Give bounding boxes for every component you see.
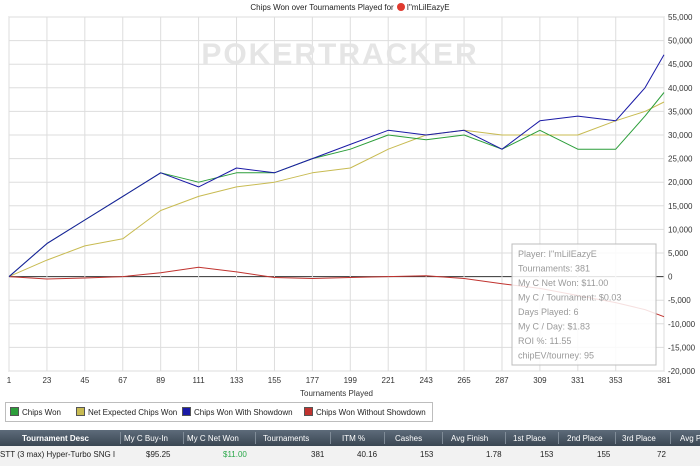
- chart-title: Chips Won over Tournaments Played for I"m…: [0, 3, 700, 12]
- info-box-line: My C Net Won: $11.00: [518, 278, 608, 288]
- y-tick-label: 50,000: [668, 37, 693, 46]
- legend-swatch-with-showdown: [182, 407, 191, 416]
- info-box-line: Tournaments: 381: [518, 264, 590, 274]
- cell-cashes: 153: [420, 450, 434, 459]
- cell-2nd-place: 155: [597, 450, 611, 459]
- y-tick-label: 45,000: [668, 60, 693, 69]
- cell-3rd-place: 72: [657, 450, 666, 459]
- cell-itm: 40.16: [357, 450, 378, 459]
- column-header-itm[interactable]: ITM %: [342, 434, 366, 443]
- pokertracker-logo-icon: [396, 3, 405, 11]
- x-tick-label: 67: [118, 376, 127, 385]
- legend-label: Chips Won With Showdown: [194, 408, 293, 417]
- legend-label: Chips Won: [22, 408, 61, 417]
- legend-swatch-chips-won: [10, 407, 19, 416]
- chart-title-text: Chips Won over Tournaments Played for: [250, 3, 394, 12]
- x-tick-label: 1: [7, 376, 12, 385]
- y-tick-label: -15,000: [668, 343, 696, 352]
- watermark-text: POKERTRACKER: [201, 38, 478, 71]
- y-tick-label: -5,000: [668, 296, 691, 305]
- y-tick-label: 5,000: [668, 249, 689, 258]
- legend-label: Net Expected Chips Won: [88, 408, 178, 417]
- info-box-line: chipEV/tourney: 95: [518, 351, 594, 361]
- legend-item-with-showdown[interactable]: Chips Won With Showdown: [182, 407, 293, 417]
- cell-tournaments: 381: [311, 450, 325, 459]
- y-tick-label: 10,000: [668, 225, 693, 234]
- y-tick-label: 0: [668, 273, 673, 282]
- y-tick-label: -20,000: [668, 367, 696, 376]
- info-box-line: Player: I"mLilEazyE: [518, 249, 597, 259]
- legend-item-net-expected[interactable]: Net Expected Chips Won: [76, 407, 177, 417]
- x-tick-label: 133: [230, 376, 244, 385]
- legend-swatch-net-expected: [76, 407, 85, 416]
- results-table: Tournament Desc My C Buy-In My C Net Won…: [0, 430, 700, 466]
- column-header-3rd-place[interactable]: 3rd Place: [622, 434, 656, 443]
- x-tick-label: 23: [42, 376, 51, 385]
- legend-swatch-without-showdown: [304, 407, 313, 416]
- x-tick-label: 287: [495, 376, 509, 385]
- x-tick-label: 45: [80, 376, 89, 385]
- cell-avg-finish: 1.78: [486, 450, 502, 459]
- series-net-expected: [8, 101, 665, 278]
- x-tick-label: 199: [344, 376, 358, 385]
- cell-1st-place: 153: [540, 450, 554, 459]
- info-box-line: Days Played: 6: [518, 307, 579, 317]
- column-header-tournaments[interactable]: Tournaments: [263, 434, 310, 443]
- chart-title-player: I"mLilEazyE: [406, 3, 450, 12]
- x-tick-label: 381: [657, 376, 671, 385]
- chart-legend: Chips Won Net Expected Chips Won Chips W…: [5, 402, 433, 422]
- info-box-line: My C / Tournament: $0.03: [518, 293, 621, 303]
- x-tick-label: 177: [306, 376, 320, 385]
- info-box: Player: I"mLilEazyE Tournaments: 381 My C …: [511, 243, 657, 366]
- column-header-net-won[interactable]: My C Net Won: [187, 434, 239, 443]
- cell-tournament-desc: STT (3 max) Hyper-Turbo SNG I: [0, 450, 116, 459]
- legend-item-without-showdown[interactable]: Chips Won Without Showdown: [304, 407, 426, 417]
- chart-axes: 55,000 50,000 45,000 40,000 35,000 30,000 25,0…: [7, 13, 696, 398]
- x-tick-label: 111: [193, 376, 206, 385]
- chart-plot: POKERTRACKER 55,000 50,000 45,000 40,000 35,…: [7, 13, 696, 398]
- x-tick-label: 89: [156, 376, 165, 385]
- legend-item-chips-won[interactable]: Chips Won: [10, 407, 61, 417]
- column-header-avg-finish[interactable]: Avg Finish: [451, 434, 489, 443]
- x-tick-label: 243: [419, 376, 433, 385]
- x-tick-label: 309: [533, 376, 547, 385]
- x-tick-label: 221: [382, 376, 396, 385]
- y-tick-label: -10,000: [668, 320, 696, 329]
- info-box-frame: [511, 243, 657, 366]
- table-row[interactable]: STT (3 max) Hyper-Turbo SNG I $95.25 $11…: [0, 446, 700, 466]
- y-tick-label: 35,000: [668, 107, 693, 116]
- info-box-line: My C / Day: $1.83: [518, 322, 590, 332]
- y-tick-label: 40,000: [668, 84, 693, 93]
- y-tick-label: 55,000: [668, 13, 693, 22]
- cell-buy-in: $95.25: [146, 450, 171, 459]
- column-header-tournament-desc[interactable]: Tournament Desc: [22, 434, 89, 443]
- x-tick-label: 155: [268, 376, 282, 385]
- x-tick-label: 353: [609, 376, 623, 385]
- series-with-showdown: [8, 54, 665, 277]
- x-axis-label: Tournaments Played: [300, 389, 373, 398]
- x-tick-label: 331: [571, 376, 585, 385]
- y-tick-label: 25,000: [668, 155, 693, 164]
- info-box-line: ROI %: 11.55: [518, 336, 571, 346]
- column-header-1st-place[interactable]: 1st Place: [513, 434, 546, 443]
- column-header-buy-in[interactable]: My C Buy-In: [124, 434, 169, 443]
- y-tick-label: 30,000: [668, 131, 693, 140]
- column-header-cashes[interactable]: Cashes: [395, 434, 423, 443]
- cell-net-won: $11.00: [223, 450, 247, 459]
- x-tick-label: 265: [457, 376, 471, 385]
- y-tick-label: 15,000: [668, 202, 693, 211]
- legend-label: Chips Won Without Showdown: [316, 408, 426, 417]
- column-header-avg-p[interactable]: Avg P: [680, 434, 700, 443]
- table-header-row: Tournament Desc My C Buy-In My C Net Won…: [0, 430, 700, 446]
- y-tick-label: 20,000: [668, 178, 693, 187]
- column-header-2nd-place[interactable]: 2nd Place: [567, 434, 603, 443]
